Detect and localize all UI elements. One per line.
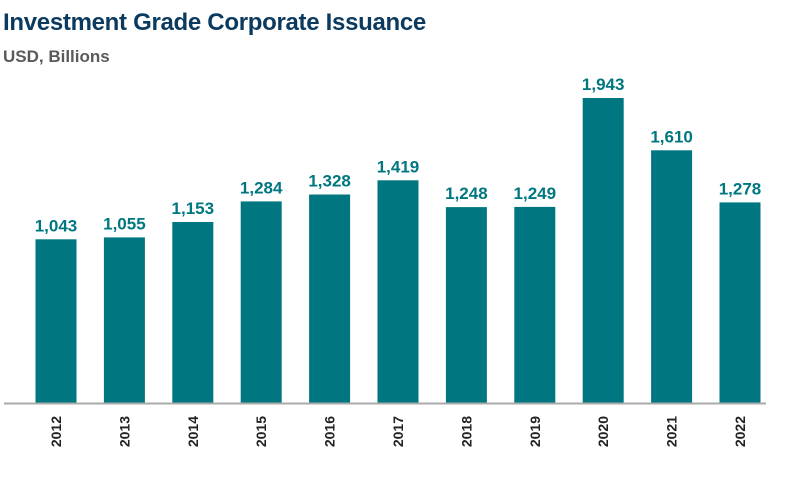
bar-2013 (103, 237, 145, 403)
bar-2017 (377, 180, 419, 403)
data-label-2018: 1,248 (445, 184, 488, 203)
data-label-2021: 1,610 (650, 127, 693, 146)
data-label-2019: 1,249 (514, 184, 557, 203)
data-label-2016: 1,328 (308, 172, 351, 191)
x-tick-label-2017: 2017 (390, 416, 406, 447)
x-tick-label-2020: 2020 (595, 416, 611, 447)
data-label-2015: 1,284 (240, 178, 283, 197)
x-tick-label-2019: 2019 (527, 416, 543, 447)
data-label-2013: 1,055 (103, 214, 146, 233)
x-tick-label-2022: 2022 (732, 416, 748, 447)
bar-2022 (719, 202, 761, 403)
bar-2021 (651, 150, 693, 403)
x-tick-label-2021: 2021 (664, 416, 680, 447)
x-tick-label-2018: 2018 (458, 416, 474, 447)
chart-subtitle: USD, Billions (3, 47, 110, 66)
bar-2014 (172, 222, 214, 403)
bar-2020 (582, 98, 624, 403)
chart-title: Investment Grade Corporate Issuance (3, 9, 426, 36)
bar-2016 (309, 194, 351, 403)
data-label-2014: 1,153 (172, 199, 215, 218)
bar-2019 (514, 206, 556, 403)
data-label-2022: 1,278 (719, 179, 762, 198)
data-label-2017: 1,419 (377, 157, 420, 176)
data-label-2020: 1,943 (582, 75, 625, 94)
bar-2018 (445, 207, 487, 403)
data-label-2012: 1,043 (35, 216, 78, 235)
x-tick-label-2012: 2012 (48, 416, 64, 447)
x-tick-label-2014: 2014 (185, 416, 201, 447)
bar-2015 (240, 201, 282, 403)
bar-2012 (35, 239, 77, 403)
x-tick-label-2015: 2015 (253, 416, 269, 447)
x-tick-label-2013: 2013 (116, 416, 132, 447)
x-tick-label-2016: 2016 (322, 416, 338, 447)
